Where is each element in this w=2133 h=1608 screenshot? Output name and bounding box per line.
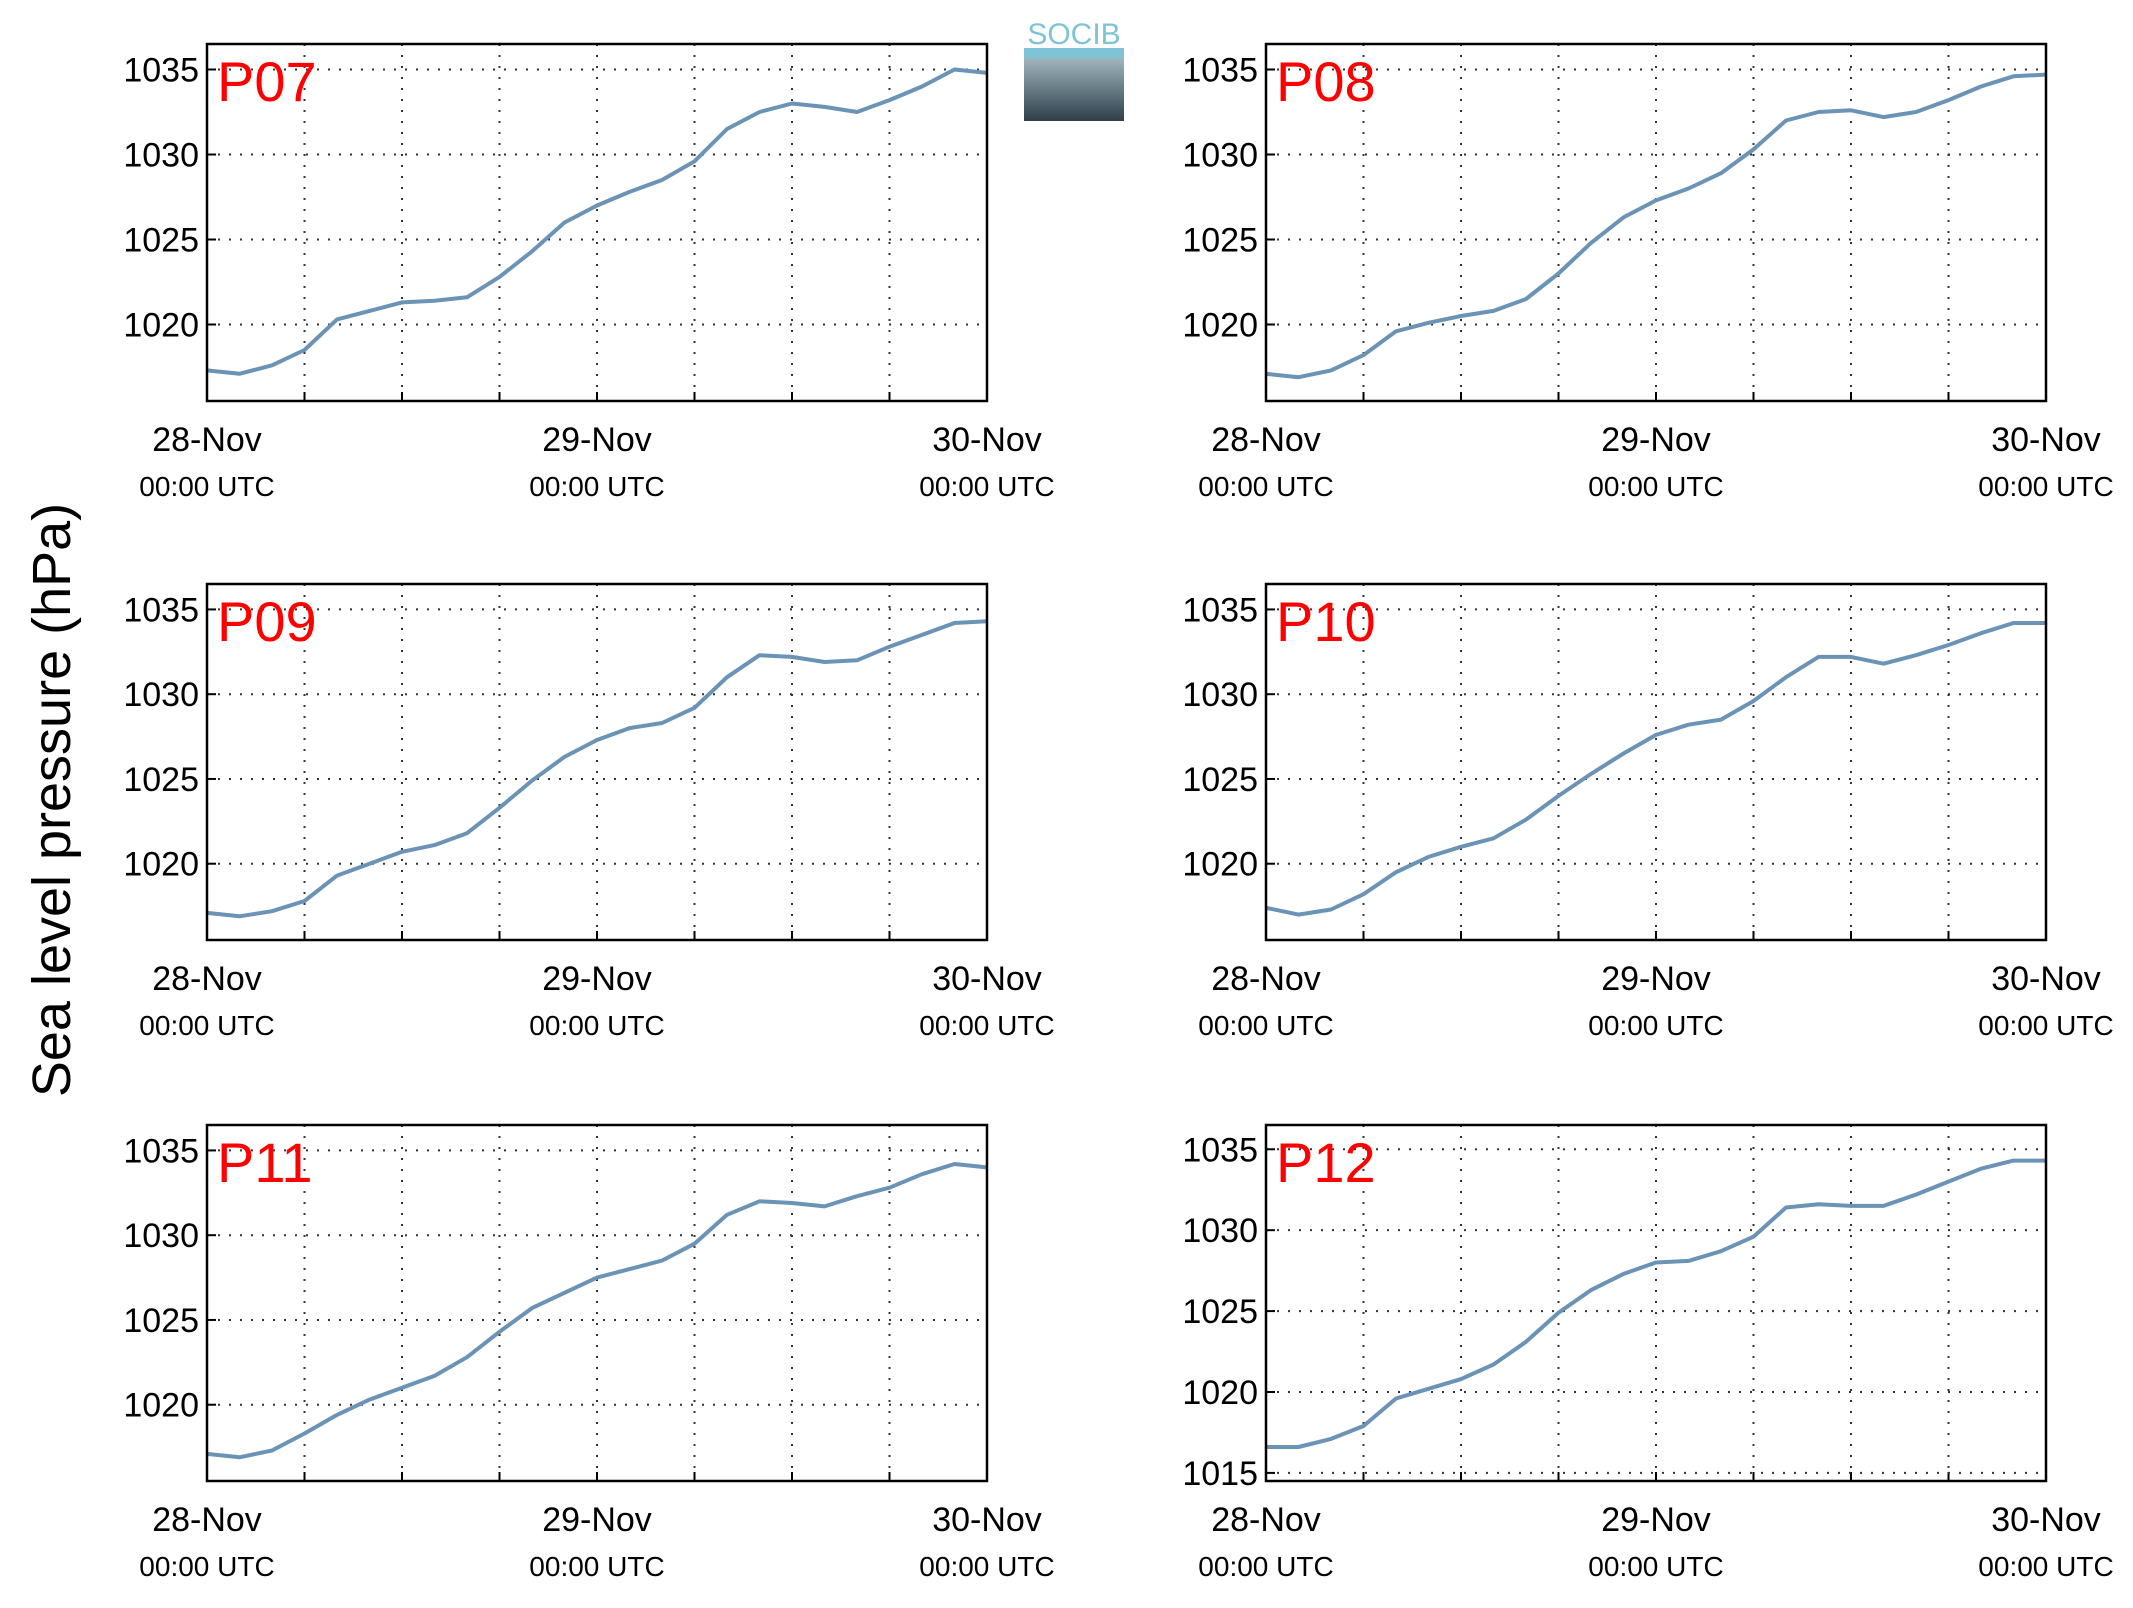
panel-title: P10 — [1276, 590, 1376, 653]
pressure-series-line — [206, 1162, 988, 1460]
x-tick-sublabel: 00:00 UTC — [139, 471, 274, 502]
axes-frame — [205, 1123, 989, 1483]
panel-title: P09 — [217, 590, 317, 653]
panels: 1020 1025 1030 1035 28-Nov 00:00 UTC 29-Nov 00:… — [123, 42, 2114, 1582]
y-tick-label: 1035 — [1182, 1131, 1258, 1169]
pressure-series-line — [1266, 1158, 2046, 1449]
y-tick-label: 1020 — [1182, 307, 1258, 345]
y-tick-label: 1030 — [123, 676, 199, 714]
x-tick-sublabel: 00:00 UTC — [139, 1551, 274, 1582]
y-tick-label: 1025 — [1182, 1293, 1258, 1331]
panel-p08: 1020 1025 1030 1035 28-Nov 00:00 UTC 29-Nov 00:… — [1182, 42, 2114, 502]
y-tick-label: 1035 — [123, 1132, 199, 1170]
x-tick-label: 30-Nov — [932, 960, 1042, 998]
pressure-series-line — [1265, 72, 2047, 380]
y-tick-label: 1020 — [123, 846, 199, 884]
panel-p11: 1020 1025 1030 1035 28-Nov 00:00 UTC 29-Nov 00:… — [123, 1123, 1055, 1582]
y-tick-label: 1020 — [1182, 1374, 1258, 1412]
x-tick-label: 28-Nov — [1211, 1501, 1321, 1539]
y-tick-label: 1030 — [1182, 1212, 1258, 1250]
pressure-series-line — [206, 619, 988, 919]
x-tick-sublabel: 00:00 UTC — [1198, 471, 1333, 502]
x-tick-sublabel: 00:00 UTC — [1588, 471, 1723, 502]
y-axis-label: Sea level pressure (hPa) — [22, 503, 82, 1097]
x-tick-label: 28-Nov — [152, 1501, 262, 1539]
x-tick-label: 30-Nov — [1991, 421, 2101, 459]
x-tick-sublabel: 00:00 UTC — [1198, 1551, 1333, 1582]
y-tick-label: 1035 — [123, 52, 199, 90]
y-tick-label: 1015 — [1182, 1455, 1258, 1493]
axes-frame — [205, 42, 989, 403]
panel-title: P11 — [217, 1131, 312, 1194]
y-tick-label: 1035 — [1182, 591, 1258, 629]
y-tick-label: 1020 — [1182, 846, 1258, 884]
y-tick-label: 1030 — [123, 1217, 199, 1255]
x-tick-sublabel: 00:00 UTC — [919, 471, 1054, 502]
y-tick-label: 1025 — [123, 222, 199, 260]
x-tick-label: 28-Nov — [1211, 960, 1321, 998]
y-tick-label: 1025 — [123, 761, 199, 799]
x-tick-sublabel: 00:00 UTC — [1198, 1010, 1333, 1041]
y-tick-label: 1020 — [123, 307, 199, 345]
y-tick-label: 1030 — [123, 137, 199, 175]
socib-logo: SOCIB — [1024, 18, 1124, 121]
x-tick-label: 29-Nov — [1601, 960, 1711, 998]
axes-frame — [1264, 42, 2048, 403]
x-tick-sublabel: 00:00 UTC — [919, 1010, 1054, 1041]
x-tick-sublabel: 00:00 UTC — [1978, 471, 2113, 502]
axes-frame — [1264, 1123, 2048, 1483]
x-tick-sublabel: 00:00 UTC — [1588, 1010, 1723, 1041]
x-tick-label: 29-Nov — [1601, 1501, 1711, 1539]
logo-wave — [1024, 48, 1124, 58]
y-tick-label: 1030 — [1182, 676, 1258, 714]
logo-block — [1024, 53, 1124, 121]
axes-frame — [205, 582, 989, 942]
y-tick-label: 1030 — [1182, 137, 1258, 175]
y-tick-label: 1025 — [123, 1302, 199, 1340]
panel-title: P12 — [1276, 1131, 1376, 1194]
panel-title: P08 — [1276, 50, 1376, 113]
x-tick-label: 29-Nov — [542, 421, 652, 459]
x-tick-sublabel: 00:00 UTC — [529, 1010, 664, 1041]
x-tick-label: 28-Nov — [152, 421, 262, 459]
panel-p12: 1015 1020 1025 1030 1035 28-Nov 00:00 UTC 29-No… — [1182, 1123, 2114, 1582]
x-tick-sublabel: 00:00 UTC — [1978, 1010, 2113, 1041]
x-tick-label: 29-Nov — [1601, 421, 1711, 459]
y-tick-label: 1020 — [123, 1387, 199, 1425]
x-tick-label: 28-Nov — [152, 960, 262, 998]
x-tick-label: 29-Nov — [542, 960, 652, 998]
x-tick-label: 30-Nov — [932, 1501, 1042, 1539]
axes-frame — [1264, 582, 2048, 942]
y-tick-label: 1035 — [123, 591, 199, 629]
x-tick-sublabel: 00:00 UTC — [919, 1551, 1054, 1582]
x-tick-label: 30-Nov — [1991, 960, 2101, 998]
pressure-series-line — [206, 67, 988, 376]
y-tick-label: 1035 — [1182, 52, 1258, 90]
pressure-series-line — [1265, 621, 2046, 917]
x-tick-sublabel: 00:00 UTC — [1588, 1551, 1723, 1582]
x-tick-sublabel: 00:00 UTC — [529, 471, 664, 502]
x-tick-sublabel: 00:00 UTC — [1978, 1551, 2113, 1582]
x-tick-label: 30-Nov — [932, 421, 1042, 459]
x-tick-label: 29-Nov — [542, 1501, 652, 1539]
panel-p07: 1020 1025 1030 1035 28-Nov 00:00 UTC 29-Nov 00:… — [123, 42, 1055, 502]
x-tick-label: 28-Nov — [1211, 421, 1321, 459]
panel-p09: 1020 1025 1030 1035 28-Nov 00:00 UTC 29-Nov 00:… — [123, 582, 1055, 1041]
x-tick-sublabel: 00:00 UTC — [529, 1551, 664, 1582]
y-tick-label: 1025 — [1182, 222, 1258, 260]
y-tick-label: 1025 — [1182, 761, 1258, 799]
panel-p10: 1020 1025 1030 1035 28-Nov 00:00 UTC 29-Nov 00:… — [1182, 582, 2114, 1041]
logo-text: SOCIB — [1027, 18, 1120, 51]
x-tick-label: 30-Nov — [1991, 1501, 2101, 1539]
panel-title: P07 — [217, 50, 317, 113]
x-tick-sublabel: 00:00 UTC — [139, 1010, 274, 1041]
